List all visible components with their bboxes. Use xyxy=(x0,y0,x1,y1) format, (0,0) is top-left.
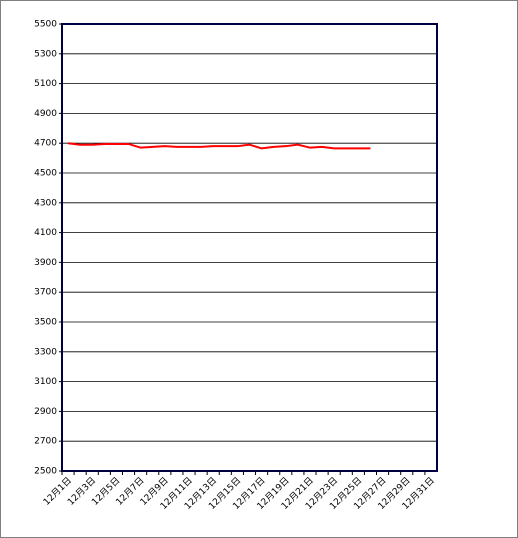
y-tick-label: 5100 xyxy=(34,79,57,89)
y-tick-label: 2900 xyxy=(34,407,57,417)
y-tick-label: 3900 xyxy=(34,258,57,268)
y-tick-label: 3700 xyxy=(34,288,57,298)
y-tick-label: 5500 xyxy=(34,20,57,30)
y-tick-label: 4300 xyxy=(34,198,57,208)
y-tick-label: 4700 xyxy=(34,139,57,149)
plot-area xyxy=(61,23,438,472)
y-tick-label: 3500 xyxy=(34,318,57,328)
y-tick-label: 3100 xyxy=(34,377,57,387)
y-tick-label: 2700 xyxy=(34,437,57,447)
y-tick-label: 5300 xyxy=(34,49,57,59)
y-tick-label: 3300 xyxy=(34,347,57,357)
y-tick-label: 2500 xyxy=(34,467,57,477)
y-tick-label: 4900 xyxy=(34,109,57,119)
y-tick-label: 4100 xyxy=(34,228,57,238)
y-tick-label: 4500 xyxy=(34,169,57,179)
line-series xyxy=(67,142,371,150)
